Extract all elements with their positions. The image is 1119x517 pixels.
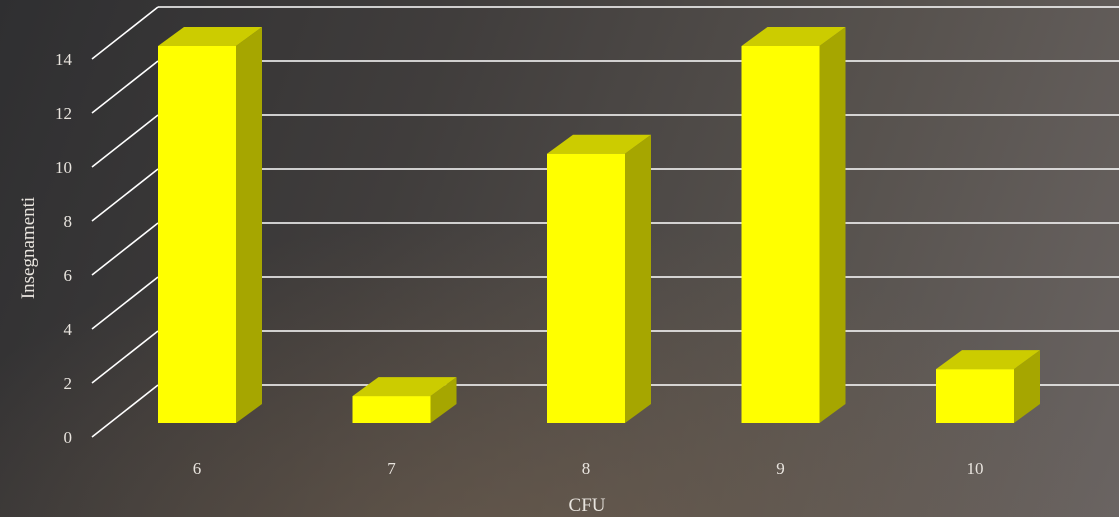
bar-top: [936, 350, 1040, 370]
bar-group: [158, 27, 262, 423]
bar: [352, 396, 431, 423]
bar: [547, 153, 625, 423]
bar-side: [625, 134, 651, 423]
gridline-slant: [91, 6, 159, 60]
y-tick-label: 0: [64, 428, 73, 447]
y-tick-label: 12: [55, 104, 72, 123]
bar-group: [741, 27, 846, 423]
x-tick-label: 7: [387, 459, 396, 478]
y-tick-label: 4: [64, 320, 73, 339]
bar: [741, 46, 820, 423]
x-axis-categories: 6 7 8 9 10: [193, 459, 984, 478]
bar-top: [158, 27, 262, 46]
bar-side: [819, 27, 846, 423]
y-tick-label: 6: [64, 266, 73, 285]
bar: [936, 369, 1014, 423]
gridline-slant: [91, 276, 159, 330]
bar: [158, 46, 236, 423]
bar-top: [741, 27, 846, 46]
x-tick-label: 6: [193, 459, 202, 478]
y-axis-ticks: 0 2 4 6 8 10 12 14: [55, 50, 73, 447]
gridline-slant: [91, 60, 159, 114]
x-tick-label: 8: [582, 459, 591, 478]
x-axis-title: CFU: [569, 495, 606, 516]
bar-side: [1014, 350, 1040, 423]
y-tick-label: 14: [55, 50, 73, 69]
gridline-slant: [91, 330, 159, 384]
bar-group: [352, 377, 457, 423]
gridline-slant: [91, 222, 159, 276]
y-axis-title: Insegnamenti: [18, 197, 39, 299]
x-tick-label: 10: [967, 459, 984, 478]
floor-front-edge: [91, 384, 159, 438]
y-tick-label: 10: [55, 158, 72, 177]
x-tick-label: 9: [776, 459, 785, 478]
gridline-slant: [91, 114, 159, 168]
bar-side: [236, 27, 262, 423]
bar-side: [430, 377, 457, 423]
bar-group: [547, 134, 651, 423]
bar-group: [936, 350, 1040, 423]
bar-top: [352, 377, 457, 397]
y-tick-label: 2: [64, 374, 73, 393]
y-tick-label: 8: [64, 212, 73, 231]
bars: [158, 27, 1040, 423]
bar-top: [547, 134, 651, 154]
gridline-slant: [91, 168, 159, 222]
